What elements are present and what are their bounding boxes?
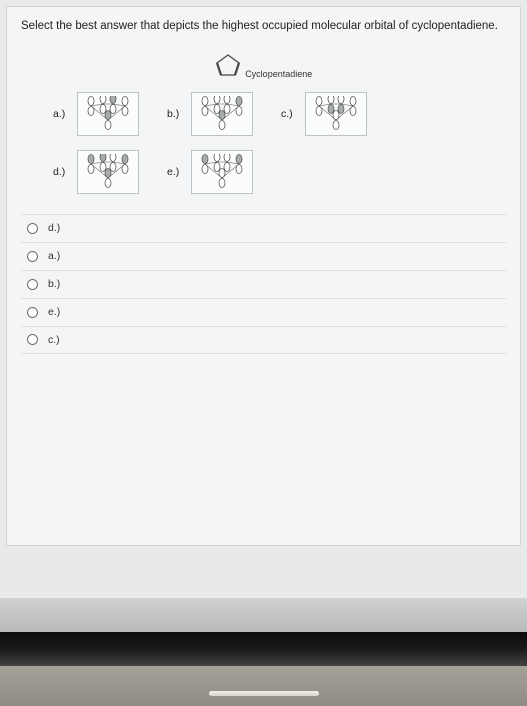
option-label: e.) [167,166,185,178]
radio-icon[interactable] [27,251,38,262]
screen-bezel-dark [0,632,527,666]
molecule-header: Cyclopentadiene [21,53,506,82]
choice-label: b.) [48,278,60,290]
screen-bezel-light [0,598,527,632]
option-c: c.) [281,92,367,136]
option-label: c.) [281,108,299,120]
options-row-2: d.) e.) [21,150,506,194]
choice-label: a.) [48,250,60,262]
choice-row[interactable]: c.) [21,326,506,354]
orbital-diagram-a [77,92,139,136]
desk-surface [0,666,527,706]
choice-label: c.) [48,334,60,346]
orbital-diagram-e [191,150,253,194]
orbital-diagram-b [191,92,253,136]
radio-icon[interactable] [27,334,38,345]
options-row-1: a.) b.) c.) [21,92,506,136]
answer-choices: d.) a.) b.) e.) c.) [21,214,506,354]
orbital-diagram-d [77,150,139,194]
choice-label: d.) [48,222,60,234]
option-e: e.) [167,150,253,194]
radio-icon[interactable] [27,279,38,290]
molecule-name: Cyclopentadiene [245,69,312,79]
option-b: b.) [167,92,253,136]
orbital-diagram-c [305,92,367,136]
option-a: a.) [53,92,139,136]
choice-row[interactable]: a.) [21,242,506,270]
home-indicator [209,691,319,696]
option-label: b.) [167,108,185,120]
choice-row[interactable]: e.) [21,298,506,326]
question-card: Select the best answer that depicts the … [6,6,521,546]
choice-row[interactable]: b.) [21,270,506,298]
option-label: a.) [53,108,71,120]
choice-row[interactable]: d.) [21,214,506,242]
pentagon-icon [215,53,241,77]
radio-icon[interactable] [27,307,38,318]
question-text: Select the best answer that depicts the … [21,19,506,35]
option-label: d.) [53,166,71,178]
radio-icon[interactable] [27,223,38,234]
choice-label: e.) [48,306,60,318]
option-d: d.) [53,150,139,194]
